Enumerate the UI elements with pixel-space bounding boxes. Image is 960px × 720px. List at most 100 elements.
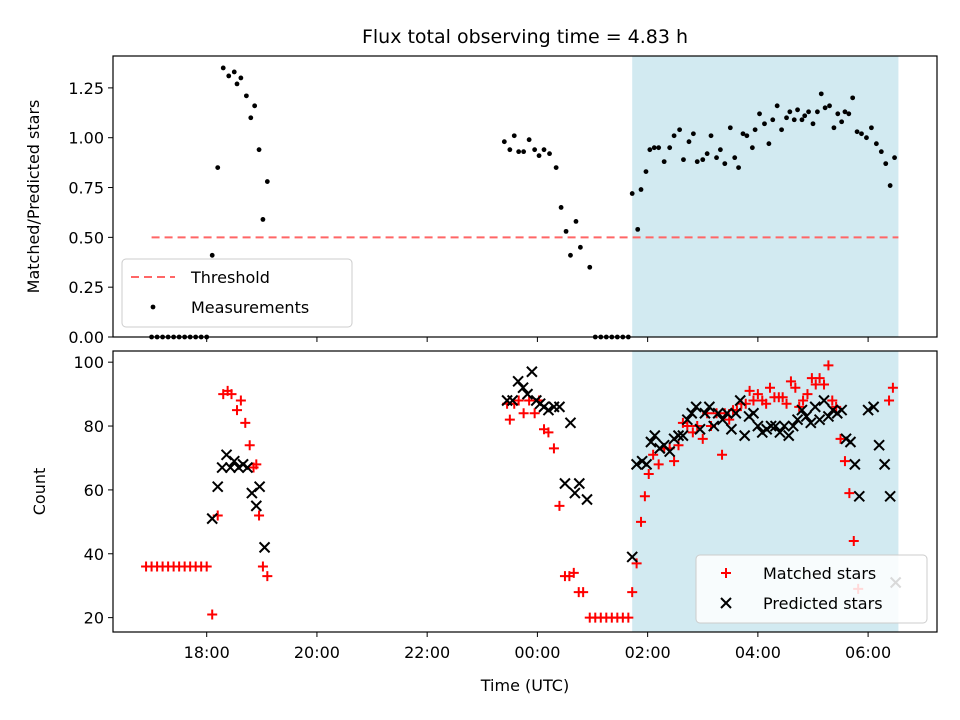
matched-star-point [240, 417, 251, 428]
measurement-point [810, 121, 816, 127]
predicted-star-point [774, 426, 786, 439]
predicted-star-point [805, 417, 817, 429]
predicted-star-point [822, 410, 835, 423]
y-tick-label: 80 [84, 417, 104, 436]
predicted-star-point [630, 458, 643, 471]
predicted-stars-legend-swatch [720, 597, 732, 609]
measurement-point [850, 95, 856, 101]
measurement-point [757, 111, 762, 117]
count-panel: 20 40 60 80 100 18:00 20:00 22:00 00:00 02:00 04:… [30, 350, 938, 695]
measurement-point [638, 187, 644, 192]
x-tick-label: 04:00 [735, 643, 781, 662]
predicted-star-point [506, 394, 519, 407]
matched-star-point [777, 392, 788, 403]
predicted-star-point [844, 436, 857, 448]
measurement-point [577, 244, 583, 250]
measurement-point [714, 155, 719, 161]
measurement-point [762, 121, 767, 127]
measurement-point [854, 129, 860, 135]
predicted-star-point [694, 423, 706, 435]
predicted-star-point [712, 407, 724, 419]
measurement-point [846, 111, 852, 117]
measurement-point [787, 109, 793, 115]
matched-star-point [226, 389, 237, 400]
predicted-star-point [725, 423, 738, 435]
matched-star-point [232, 405, 243, 416]
predicted-star-point [681, 413, 694, 426]
measurement-point [209, 252, 215, 258]
predicted-star-point [738, 429, 751, 442]
predicted-star-point [559, 477, 571, 490]
measurement-point [727, 125, 733, 131]
predicted-star-point [849, 458, 861, 471]
count-y-axis-label: Count [30, 468, 49, 516]
x-tick-label: 18:00 [184, 643, 230, 662]
measurement-point [892, 155, 897, 161]
matched-star-point [543, 427, 554, 438]
predicted-star-point [573, 477, 585, 490]
measurement-point [887, 183, 893, 188]
measurement-point [795, 107, 800, 113]
matched-star-point [513, 395, 524, 406]
measurement-point [732, 155, 738, 161]
x-tick-label: 00:00 [514, 643, 560, 662]
predicted-star-point [569, 487, 581, 499]
matched-star-point [254, 510, 265, 521]
matched-star-point [669, 456, 680, 467]
matched-star-point [785, 376, 796, 387]
measurement-point [708, 133, 714, 139]
matched-star-point [251, 459, 262, 470]
matched-star-point [827, 395, 838, 406]
predicted-star-point [716, 413, 729, 426]
predicted-star-point [686, 407, 698, 419]
measurement-point [869, 125, 874, 131]
predicted-star-point [862, 404, 874, 416]
predicted-star-point [212, 481, 224, 493]
predicted-star-point [228, 455, 240, 467]
matched-star-point [802, 389, 813, 400]
measurement-point [799, 117, 805, 123]
measurement-point [690, 131, 696, 137]
predicted-star-point [224, 461, 237, 474]
measurement-point [651, 145, 657, 151]
predicted-star-point [677, 429, 689, 442]
matched-star-point [554, 500, 565, 511]
measurement-point [521, 149, 527, 155]
predicted-star-point [765, 420, 777, 432]
predicted-star-point [721, 407, 733, 419]
ratio-legend: Threshold Measurements [121, 258, 353, 328]
predicted-star-point [813, 413, 826, 426]
measurement-point [744, 133, 750, 139]
predicted-star-point [626, 551, 638, 563]
matched-stars-series [141, 360, 898, 623]
measurement-point [814, 109, 820, 115]
measurement-point [831, 125, 837, 131]
count-legend: Matched stars Predicted stars [695, 554, 928, 624]
predicted-star-point [581, 493, 593, 506]
predicted-star-point [800, 410, 813, 423]
chart-title: Flux total observing time = 4.83 h [362, 26, 688, 48]
predicted-star-point [663, 445, 676, 458]
y-tick-label: 1.00 [68, 129, 104, 148]
matched-star-point [639, 491, 650, 502]
predicted-star-point [778, 420, 791, 432]
y-tick-label: 1.25 [68, 79, 104, 98]
matched-star-point [752, 389, 763, 400]
measurement-point [558, 205, 564, 210]
matched-star-point [207, 609, 218, 620]
measurement-point [883, 161, 889, 167]
predicted-star-point [796, 404, 808, 416]
y-tick-label: 0.75 [68, 179, 104, 198]
matched-star-point [643, 468, 654, 479]
predicted-star-point [258, 541, 271, 554]
predicted-star-point [873, 439, 885, 451]
matched-star-point [717, 449, 728, 460]
measurement-point [563, 228, 569, 234]
measurement-point [722, 161, 728, 167]
ratio-y-axis-label: Matched/Predicted stars [24, 100, 43, 294]
matched-star-point [764, 382, 775, 393]
measurement-point [507, 147, 513, 153]
predicted-stars-legend-label: Predicted stars [763, 594, 883, 613]
x-tick-label: 02:00 [625, 643, 671, 662]
